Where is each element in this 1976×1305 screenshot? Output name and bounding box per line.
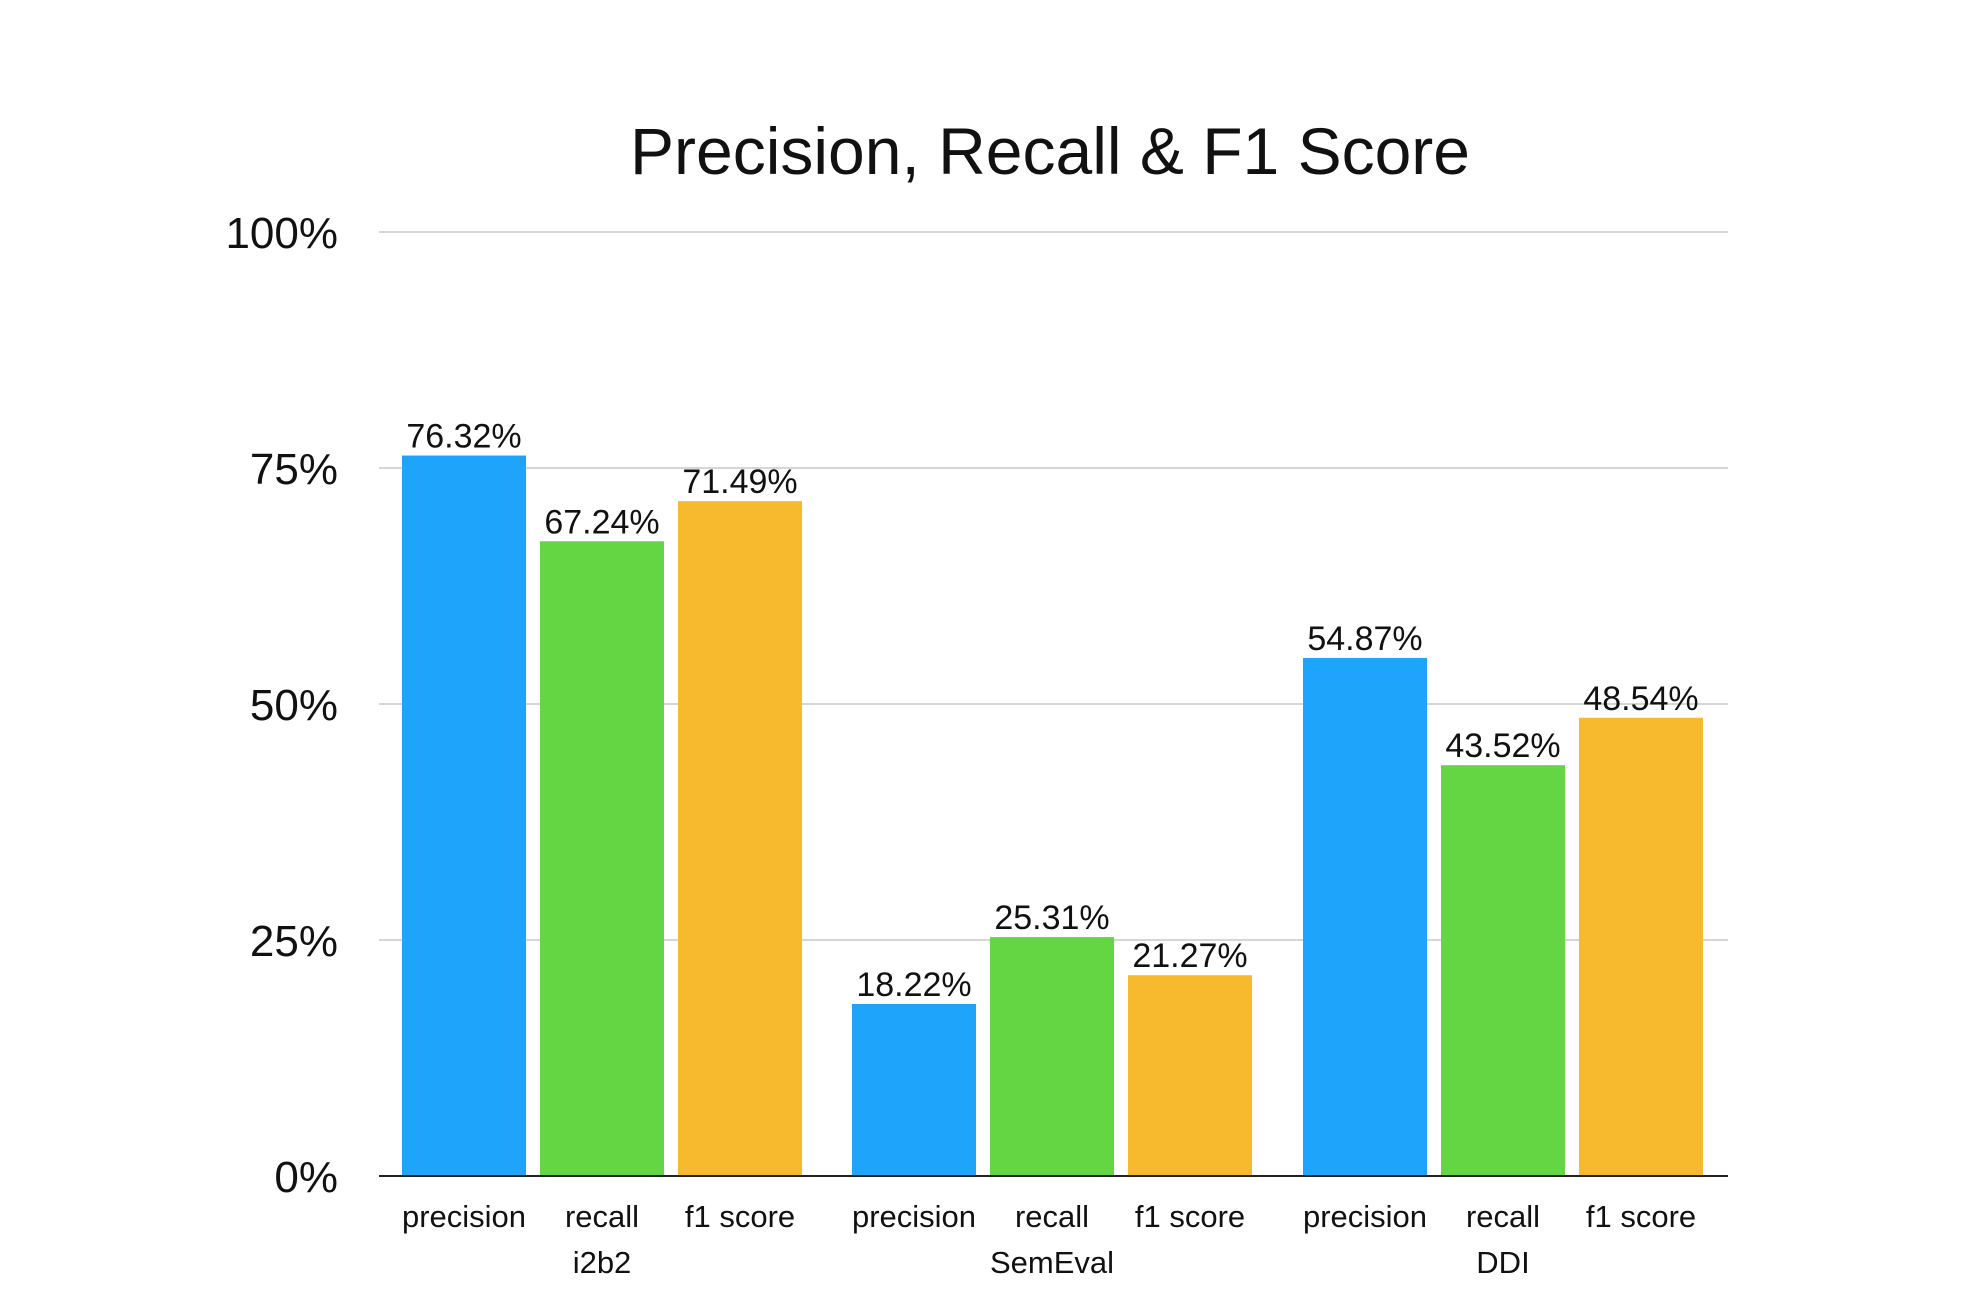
- group-labels: i2b2 SemEval DDI: [573, 1245, 1530, 1280]
- x-tick-label: recall: [1466, 1199, 1540, 1234]
- group-label: SemEval: [990, 1245, 1114, 1280]
- bar-i2b2-precision: [402, 455, 526, 1177]
- x-tick-label: precision: [852, 1199, 976, 1234]
- x-tick-label: f1 score: [1135, 1199, 1245, 1234]
- bar-semeval-recall: [990, 937, 1114, 1176]
- x-tick-label: recall: [1015, 1199, 1089, 1234]
- data-label: 21.27%: [1132, 937, 1247, 975]
- x-tick-label: f1 score: [1586, 1199, 1696, 1234]
- data-label: 54.87%: [1307, 620, 1422, 658]
- group-label: DDI: [1476, 1245, 1529, 1280]
- bar-i2b2-f1-score: [678, 501, 802, 1176]
- y-tick-label: 25%: [250, 917, 338, 966]
- bar-i2b2-recall: [540, 541, 664, 1176]
- data-label: 48.54%: [1583, 680, 1698, 718]
- data-label: 25.31%: [994, 899, 1109, 937]
- data-label: 76.32%: [406, 418, 521, 456]
- bar-ddi-precision: [1303, 658, 1427, 1176]
- y-tick-label: 100%: [225, 209, 338, 258]
- x-tick-label: recall: [565, 1199, 639, 1234]
- data-label: 71.49%: [682, 463, 797, 501]
- data-label: 67.24%: [544, 503, 659, 541]
- x-axis-ticks: precision recall f1 score precision recall f1…: [402, 1199, 1696, 1234]
- data-label: 18.22%: [856, 966, 971, 1004]
- bar-semeval-f1-score: [1128, 975, 1252, 1176]
- bars: [402, 455, 1703, 1177]
- chart-title: Precision, Recall & F1 Score: [630, 114, 1470, 188]
- bar-semeval-precision: [852, 1004, 976, 1176]
- y-tick-label: 75%: [250, 445, 338, 494]
- x-tick-label: precision: [402, 1199, 526, 1234]
- data-label: 43.52%: [1445, 727, 1560, 765]
- data-labels: 76.32% 67.24% 71.49% 18.22% 25.31% 21.27% 54.8…: [406, 418, 1698, 1004]
- x-tick-label: precision: [1303, 1199, 1427, 1234]
- y-axis-ticks: 0% 25% 50% 75% 100%: [225, 209, 338, 1202]
- x-tick-label: f1 score: [685, 1199, 795, 1234]
- bar-ddi-f1-score: [1579, 717, 1703, 1176]
- bar-ddi-recall: [1441, 765, 1565, 1176]
- y-tick-label: 50%: [250, 681, 338, 730]
- y-tick-label: 0%: [274, 1153, 338, 1202]
- group-label: i2b2: [573, 1245, 632, 1280]
